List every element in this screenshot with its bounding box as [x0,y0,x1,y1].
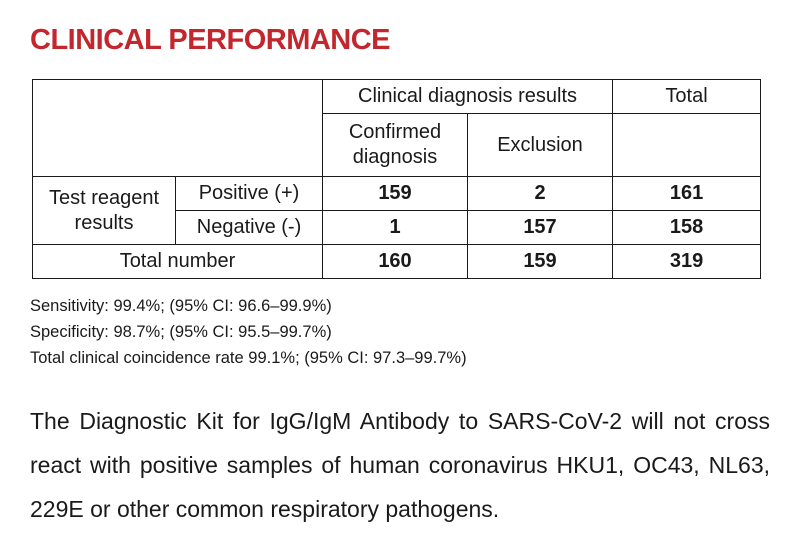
clinical-diagnosis-header: Clinical diagnosis results [321,79,614,114]
cell-total-confirmed: 160 [322,244,468,279]
cell-positive-confirmed: 159 [322,176,468,211]
specificity-text: Specificity: 98.7%; (95% CI: 95.5–99.7%) [30,323,332,341]
total-header: Total [612,79,762,114]
total-number-label: Total number [32,244,323,279]
coincidence-rate-text: Total clinical coincidence rate 99.1%; (… [30,349,467,367]
cell-negative-exclusion: 157 [466,210,614,245]
confirmed-diagnosis-header: Confirmed diagnosis [322,113,468,177]
cell-total-exclusion: 159 [466,244,614,279]
table-row: Test reagent results Positive (+) 159 2 … [32,176,762,245]
total-subheader-empty [612,113,762,177]
table-row: Negative (-) 1 157 158 [33,210,762,245]
table-total-row: Total number 160 159 319 [32,244,762,279]
cell-negative-total: 158 [612,210,762,245]
page-title: CLINICAL PERFORMANCE [30,24,391,56]
cell-positive-exclusion: 2 [466,176,614,211]
cross-reactivity-note: The Diagnostic Kit for IgG/IgM Antibody … [30,408,770,522]
table-corner-cell [32,79,323,177]
cell-grand-total: 319 [612,244,762,279]
row-label-negative: Negative (-) [175,210,323,245]
sensitivity-text: Sensitivity: 99.4%; (95% CI: 96.6–99.9%) [30,297,332,315]
cell-negative-confirmed: 1 [322,210,468,245]
table-header-row: Clinical diagnosis results Total [32,79,762,177]
cell-positive-total: 161 [612,176,762,211]
table-subheader-row: Confirmed diagnosis Exclusion [33,113,762,177]
statistics-block: Sensitivity: 99.4%; (95% CI: 96.6–99.9%)… [30,293,467,371]
clinical-performance-table: Clinical diagnosis results Total Confirm… [32,79,762,279]
exclusion-header: Exclusion [466,113,614,177]
row-label-positive: Positive (+) [175,176,323,211]
test-reagent-results-label: Test reagent results [32,176,176,245]
